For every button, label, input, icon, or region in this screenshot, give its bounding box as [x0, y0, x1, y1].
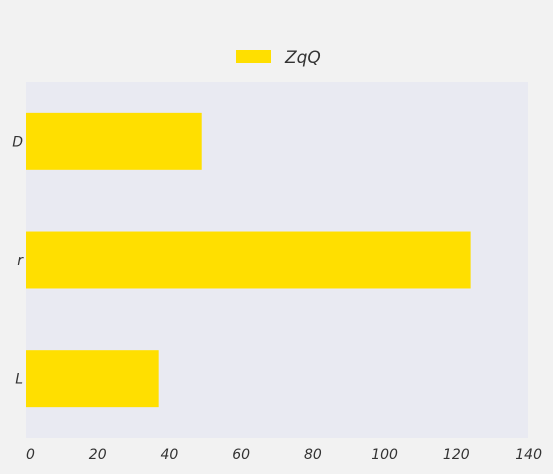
bar-L	[26, 350, 159, 408]
x-tick-label-120: 120	[443, 447, 470, 463]
x-tick-label-80: 80	[304, 447, 322, 463]
x-axis-tick-labels: 0 20 40 60 80 100 120 140	[26, 447, 542, 463]
y-tick-label-L: L	[15, 372, 23, 388]
x-tick-label-60: 60	[232, 447, 250, 463]
x-tick-label-40: 40	[161, 447, 179, 463]
legend: ZqQ	[236, 48, 321, 68]
x-tick-label-100: 100	[371, 447, 398, 463]
x-tick-label-0: 0	[26, 447, 35, 463]
bar-r	[26, 231, 471, 289]
x-tick-label-140: 140	[515, 447, 542, 463]
y-tick-label-D: D	[12, 134, 23, 150]
y-tick-label-r: r	[17, 253, 24, 269]
legend-swatch-zqq	[236, 50, 271, 63]
bars-group	[26, 112, 471, 408]
legend-label-zqq: ZqQ	[284, 48, 321, 68]
bar-D	[26, 112, 202, 170]
x-tick-label-20: 20	[89, 447, 107, 463]
y-axis-tick-labels: Dr L	[12, 134, 24, 387]
